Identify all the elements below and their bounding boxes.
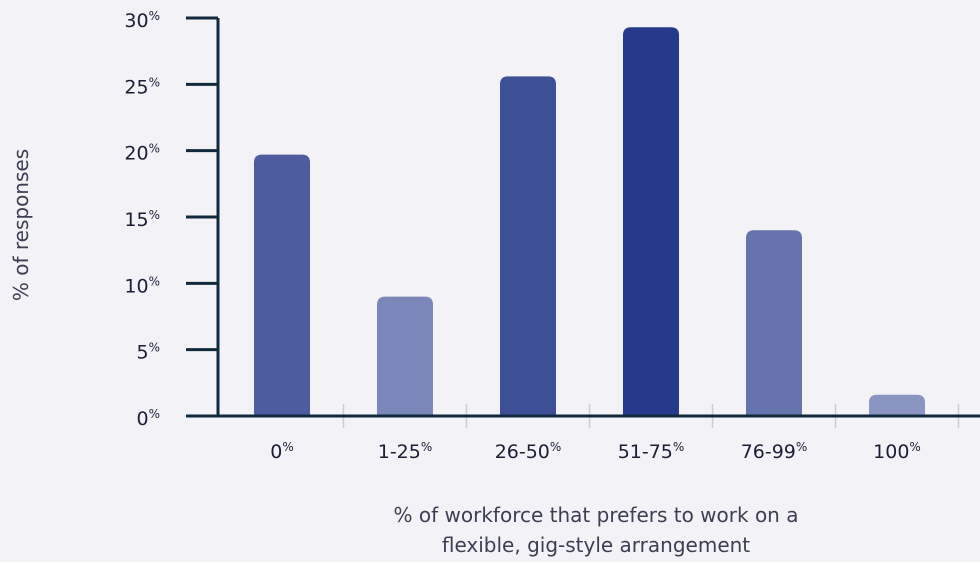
- y-tick-label: 25%: [124, 75, 160, 98]
- x-tick-unit: %: [550, 440, 561, 454]
- x-tick-label: 1-25%: [378, 440, 433, 463]
- y-tick-label: 10%: [124, 274, 160, 297]
- y-tick-unit: %: [149, 142, 160, 156]
- bar-100: [869, 394, 925, 416]
- y-tick-value: 0: [137, 408, 149, 430]
- y-tick-label: 30%: [124, 9, 160, 32]
- bar-0: [254, 154, 310, 416]
- y-tick-label: 5%: [137, 341, 161, 364]
- x-axis-label-line-1: % of workforce that prefers to work on a: [394, 503, 799, 527]
- y-axis-label: % of responses: [9, 149, 33, 301]
- y-tick-label: 20%: [124, 142, 160, 165]
- x-axis: 0% 1-25% 26-50% 51-75% 76-99% 100%: [270, 404, 960, 463]
- y-tick-value: 20: [124, 143, 148, 165]
- x-tick-value: 100: [873, 441, 909, 463]
- x-tick-value: 1-25: [378, 441, 421, 463]
- x-tick-value: 26-50: [495, 441, 550, 463]
- y-tick-unit: %: [149, 208, 160, 222]
- bars: [254, 27, 925, 416]
- bar-1-25: [377, 296, 433, 416]
- bar-51-75: [623, 27, 679, 416]
- x-tick-value: 76-99: [741, 441, 796, 463]
- y-tick-unit: %: [149, 341, 160, 355]
- x-tick-unit: %: [282, 440, 293, 454]
- y-tick-unit: %: [149, 274, 160, 288]
- y-tick-unit: %: [149, 9, 160, 23]
- x-axis-label-line-2: flexible, gig-style arrangement: [442, 533, 750, 557]
- y-tick-label: 0%: [137, 407, 161, 430]
- y-tick-value: 30: [124, 10, 148, 32]
- x-tick-unit: %: [909, 440, 920, 454]
- y-tick-value: 15: [124, 209, 148, 231]
- bar-76-99: [746, 230, 802, 416]
- y-tick-unit: %: [149, 75, 160, 89]
- x-tick-label: 76-99%: [741, 440, 808, 463]
- x-tick-value: 0: [270, 441, 282, 463]
- x-tick-unit: %: [796, 440, 807, 454]
- x-tick-label: 0%: [270, 440, 294, 463]
- y-tick-label: 15%: [124, 208, 160, 231]
- x-tick-value: 51-75: [618, 441, 673, 463]
- y-axis: 0%5%10%15%20%25%30%: [124, 9, 218, 430]
- x-tick-label: 51-75%: [618, 440, 685, 463]
- y-tick-value: 5: [137, 342, 149, 364]
- bar-26-50: [500, 76, 556, 416]
- x-tick-unit: %: [421, 440, 432, 454]
- y-tick-value: 25: [124, 76, 148, 98]
- x-tick-label: 26-50%: [495, 440, 562, 463]
- x-tick-label: 100%: [873, 440, 921, 463]
- y-tick-value: 10: [124, 275, 148, 297]
- x-tick-unit: %: [673, 440, 684, 454]
- y-tick-unit: %: [149, 407, 160, 421]
